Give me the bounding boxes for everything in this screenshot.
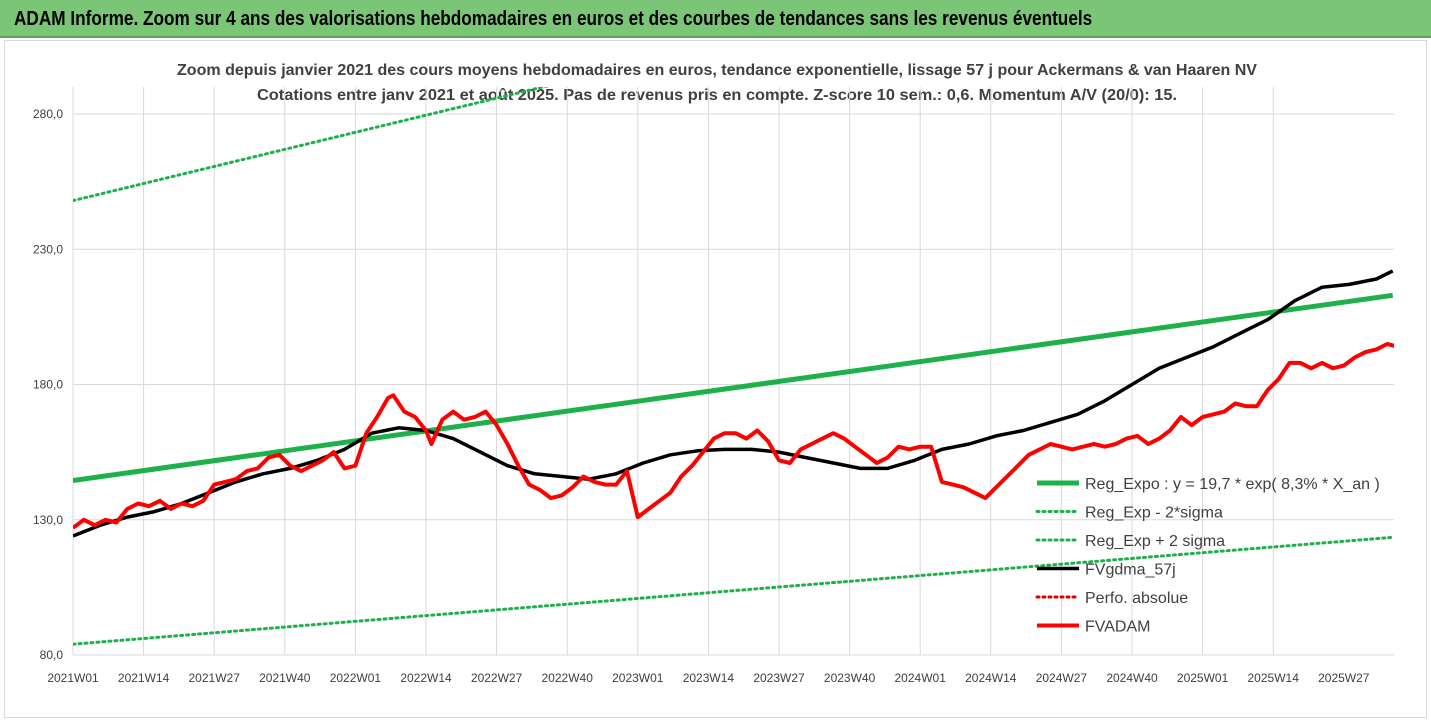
x-tick-label: 2024W14 — [965, 671, 1017, 685]
x-axis: 2021W01 2021W14 2021W27 2021W40 2022W01 2022W… — [47, 671, 1369, 685]
legend-label-4: Perfo. absolue — [1085, 590, 1188, 607]
series-line-3 — [73, 269, 1394, 538]
x-tick-label: 2024W40 — [1106, 671, 1158, 685]
legend: Reg_Expo : y = 19,7 * exp( 8,3% * X_an )… — [1035, 476, 1380, 636]
x-tick-label: 2021W01 — [47, 671, 99, 685]
x-tick-label: 2021W27 — [189, 671, 241, 685]
x-tick-label: 2022W01 — [330, 671, 382, 685]
y-tick-label: 230,0 — [33, 242, 63, 256]
x-tick-label: 2024W27 — [1036, 671, 1088, 685]
legend-label-1: Reg_Exp - 2*sigma — [1085, 505, 1223, 522]
legend-label-0: Reg_Expo : y = 19,7 * exp( 8,3% * X_an ) — [1085, 476, 1380, 493]
legend-label-5: FVADAM — [1085, 619, 1150, 636]
chart-title-line-2: Cotations entre janv 2021 et août 2025. … — [257, 87, 1177, 104]
y-tick-label: 180,0 — [33, 378, 63, 392]
x-tick-label: 2021W14 — [118, 671, 170, 685]
report-title: ADAM Informe. Zoom sur 4 ans des valoris… — [14, 8, 1093, 30]
chart-area: Zoom depuis janvier 2021 des cours moyen… — [4, 40, 1427, 718]
x-tick-label: 2025W01 — [1177, 671, 1229, 685]
x-tick-label: 2023W01 — [612, 671, 664, 685]
y-tick-label: 130,0 — [33, 513, 63, 527]
x-tick-label: 2022W40 — [542, 671, 594, 685]
series-line-0 — [73, 292, 1394, 483]
y-tick-label: 80,0 — [40, 648, 64, 662]
series-lines — [73, 87, 1394, 646]
x-tick-label: 2023W14 — [683, 671, 735, 685]
x-tick-label: 2021W40 — [259, 671, 311, 685]
x-tick-label: 2022W14 — [400, 671, 452, 685]
grid-lines — [72, 87, 1394, 656]
x-tick-label: 2024W01 — [895, 671, 947, 685]
series-line-1 — [73, 535, 1394, 646]
x-tick-label: 2022W27 — [471, 671, 523, 685]
report-banner: ADAM Informe. Zoom sur 4 ans des valoris… — [0, 0, 1431, 38]
legend-label-2: Reg_Exp + 2 sigma — [1085, 533, 1225, 550]
chart-title-line-1: Zoom depuis janvier 2021 des cours moyen… — [177, 62, 1257, 79]
x-tick-label: 2023W27 — [753, 671, 805, 685]
y-axis: 80,0 130,0 180,0 230,0 280,0 — [33, 107, 63, 662]
x-tick-label: 2025W27 — [1318, 671, 1370, 685]
legend-label-3: FVgdma_57j — [1085, 562, 1176, 579]
y-tick-label: 280,0 — [33, 107, 63, 121]
series-line-5 — [73, 342, 1394, 530]
x-tick-label: 2025W14 — [1248, 671, 1300, 685]
price-trend-chart: Zoom depuis janvier 2021 des cours moyen… — [33, 62, 1394, 685]
x-tick-label: 2023W40 — [824, 671, 876, 685]
